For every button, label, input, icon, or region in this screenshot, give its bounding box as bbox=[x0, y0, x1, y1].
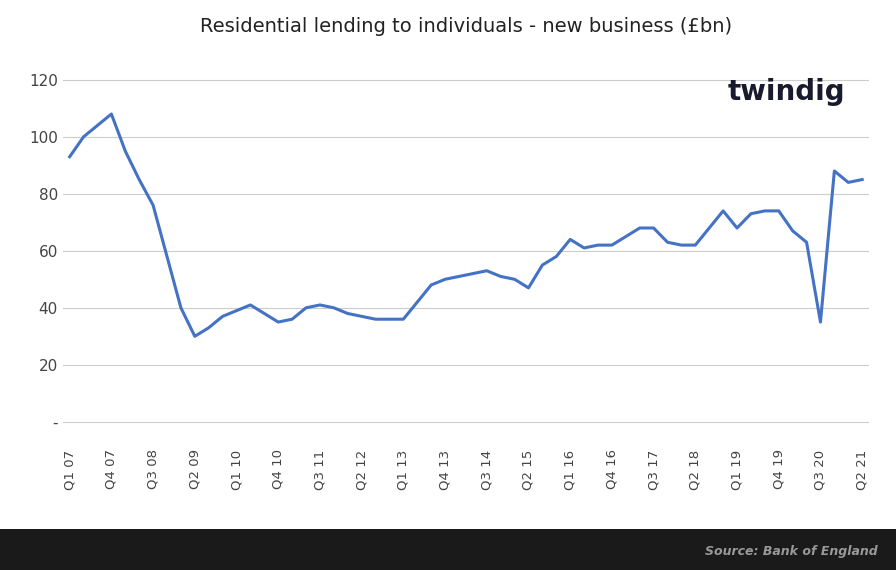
Text: twindig: twindig bbox=[728, 78, 845, 105]
Text: Source: Bank of England: Source: Bank of England bbox=[705, 545, 878, 558]
Title: Residential lending to individuals - new business (£bn): Residential lending to individuals - new… bbox=[200, 17, 732, 36]
